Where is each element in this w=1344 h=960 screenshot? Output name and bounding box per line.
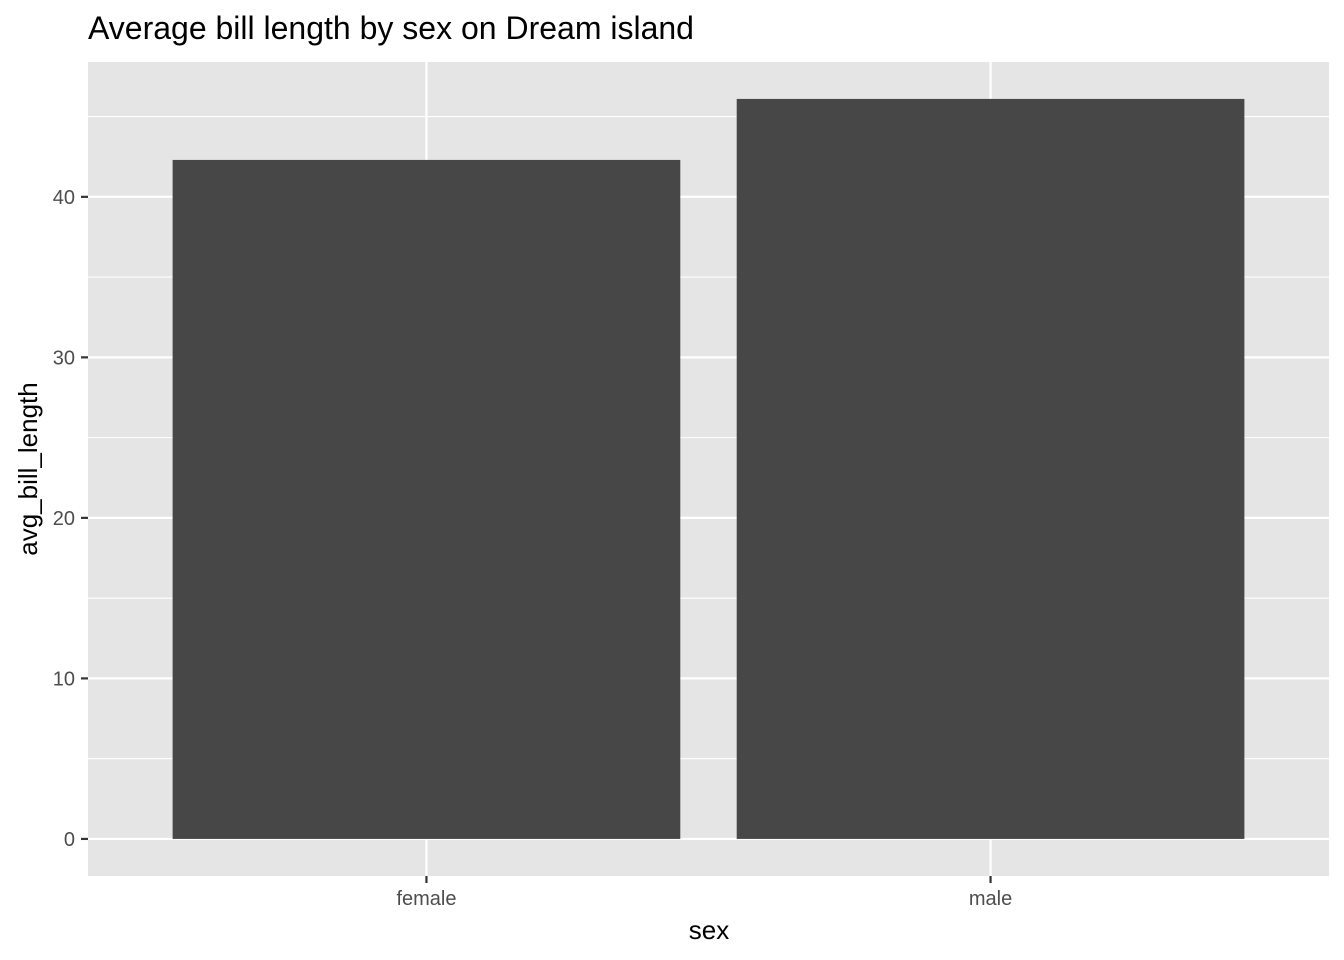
chart-title: Average bill length by sex on Dream isla…: [88, 10, 694, 46]
bar-male: [736, 98, 1245, 839]
y-tick-label: 10: [53, 668, 75, 690]
y-tick-label: 0: [64, 829, 75, 851]
bar-female: [172, 159, 681, 839]
x-tick-label: male: [969, 888, 1012, 910]
x-axis-title: sex: [689, 915, 729, 945]
y-tick-label: 40: [53, 187, 75, 209]
y-axis-title: avg_bill_length: [13, 382, 43, 555]
y-tick-label: 20: [53, 508, 75, 530]
y-tick-label: 30: [53, 347, 75, 369]
x-axis: female male: [396, 876, 1012, 910]
bars: [172, 98, 1245, 839]
y-axis: 0 10 20 30 40: [53, 187, 88, 851]
x-tick-label: female: [396, 888, 456, 910]
